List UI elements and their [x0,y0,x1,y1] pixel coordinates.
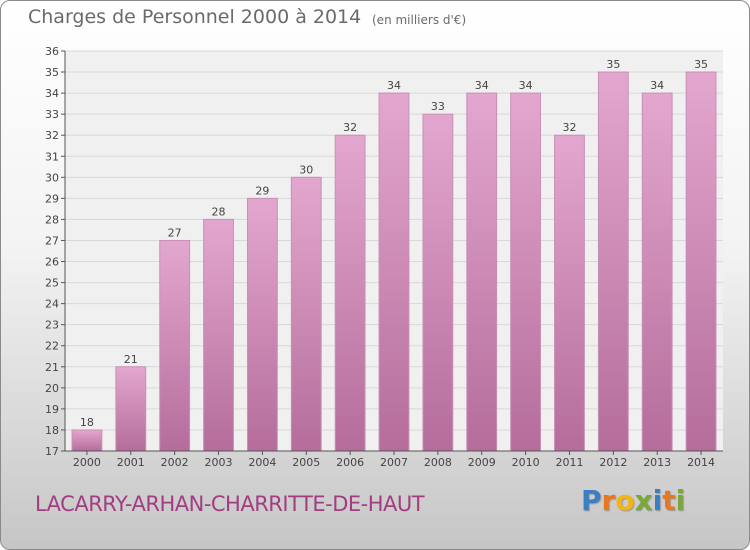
x-tick-label: 2012 [599,456,627,469]
data-label: 34 [475,79,489,92]
bar [597,71,629,452]
brand-letter: r [601,484,616,517]
bar [422,113,454,452]
data-label: 28 [212,205,226,218]
y-tick-label: 17 [45,445,59,458]
brand-letter: o [615,484,635,517]
data-label: 33 [431,100,445,113]
data-label: 18 [80,416,94,429]
data-label: 34 [519,79,533,92]
data-label: 34 [387,79,401,92]
y-tick-label: 36 [45,45,59,58]
y-tick-label: 34 [45,87,59,100]
brand-letter: P [581,484,602,517]
data-label: 35 [606,58,620,71]
y-tick-label: 31 [45,150,59,163]
y-tick-label: 28 [45,213,59,226]
x-tick-label: 2006 [336,456,364,469]
y-tick-label: 18 [45,424,59,437]
proxiti-logo[interactable]: Proxiti [581,484,685,517]
y-tick-label: 35 [45,66,59,79]
data-label: 35 [694,58,708,71]
bar [466,92,498,452]
data-label: 27 [168,226,182,239]
chart-subtitle: (en milliers d'€) [372,13,467,27]
y-tick-label: 26 [45,256,59,269]
y-tick-label: 29 [45,192,59,205]
brand-letter: i [652,484,663,517]
y-tick-label: 33 [45,108,59,121]
x-tick-label: 2005 [292,456,320,469]
bar [334,134,366,452]
x-tick-label: 2011 [555,456,583,469]
commune-name: LACARRY-ARHAN-CHARRITTE-DE-HAUT [35,492,425,516]
data-label: 32 [343,121,357,134]
y-tick-label: 20 [45,382,59,395]
x-tick-label: 2014 [687,456,715,469]
brand-letter: x [634,484,653,517]
bar [290,176,322,452]
y-tick-label: 32 [45,129,59,142]
y-tick-label: 23 [45,319,59,332]
bar [71,429,103,452]
x-tick-label: 2008 [424,456,452,469]
data-label: 21 [124,353,138,366]
data-label: 30 [299,163,313,176]
bar [159,239,191,452]
brand-letter: i [675,484,686,517]
x-tick-label: 2001 [117,456,145,469]
x-tick-label: 2002 [161,456,189,469]
y-tick-label: 25 [45,277,59,290]
x-tick-label: 2004 [248,456,276,469]
brand-letter: t [662,484,676,517]
y-tick-label: 22 [45,340,59,353]
y-tick-label: 21 [45,361,59,374]
bar [510,92,542,452]
data-label: 29 [255,184,269,197]
bar [554,134,585,452]
chart-title: Charges de Personnel 2000 à 2014 [28,6,362,28]
y-tick-label: 24 [45,298,59,311]
data-label: 34 [650,79,664,92]
y-tick-label: 19 [45,403,59,416]
bar [115,366,147,452]
x-tick-label: 2009 [468,456,496,469]
y-tick-label: 27 [45,234,59,247]
x-tick-label: 2013 [643,456,671,469]
x-tick-label: 2007 [380,456,408,469]
x-tick-label: 2003 [205,456,233,469]
x-tick-label: 2010 [512,456,540,469]
x-tick-label: 2000 [73,456,101,469]
bar [378,92,410,452]
bar [685,71,717,452]
bar [246,197,278,452]
bar [641,92,673,452]
bar [203,218,234,452]
y-tick-label: 30 [45,171,59,184]
data-label: 32 [562,121,576,134]
